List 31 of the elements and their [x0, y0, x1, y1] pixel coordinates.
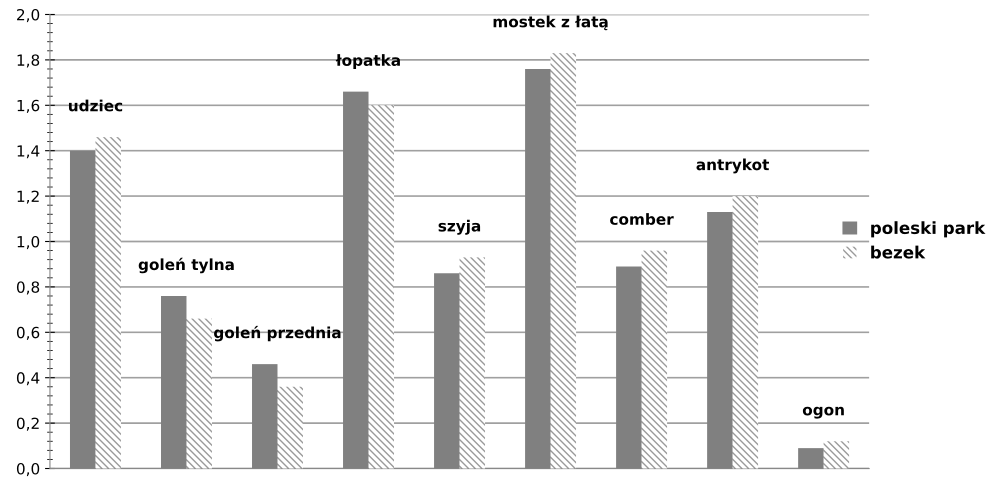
bar	[460, 257, 486, 469]
y-tick-label: 1,4	[18, 145, 40, 158]
y-tick-label: 0,4	[16, 372, 40, 386]
bar	[550, 53, 576, 469]
annotation: ogon	[802, 406, 844, 419]
annotation: comber	[610, 213, 674, 225]
y-tick-label: 1,0	[18, 236, 40, 250]
y-tick-label: 0,6	[16, 326, 40, 340]
bar	[732, 196, 758, 469]
bar	[368, 105, 394, 469]
bar	[278, 386, 303, 469]
y-tick-label: 0,0	[16, 462, 40, 476]
y-tick-label: 1,2	[18, 190, 39, 204]
y-tick-label: 1,8	[18, 54, 40, 68]
bar	[95, 137, 121, 469]
y-tick-label: 1,6	[18, 100, 40, 113]
bar	[642, 250, 668, 469]
annotation: mostek z łatą	[494, 16, 608, 30]
annotation: udziec	[68, 100, 122, 112]
annotation: antrykot	[696, 158, 770, 174]
y-tick-label: 2,0	[17, 8, 40, 22]
y-tick-label: 0,8	[16, 281, 40, 294]
legend-label: bezek	[871, 246, 926, 259]
bar	[824, 441, 850, 469]
annotation: szyja	[438, 220, 480, 235]
y-tick-label: 0,2	[16, 418, 39, 431]
bar	[186, 318, 212, 469]
annotation: goleń przednia	[214, 326, 340, 342]
annotation: goleń tylna	[138, 258, 234, 274]
annotation: łopatka	[336, 54, 400, 69]
legend-label: poleski park	[871, 221, 986, 238]
